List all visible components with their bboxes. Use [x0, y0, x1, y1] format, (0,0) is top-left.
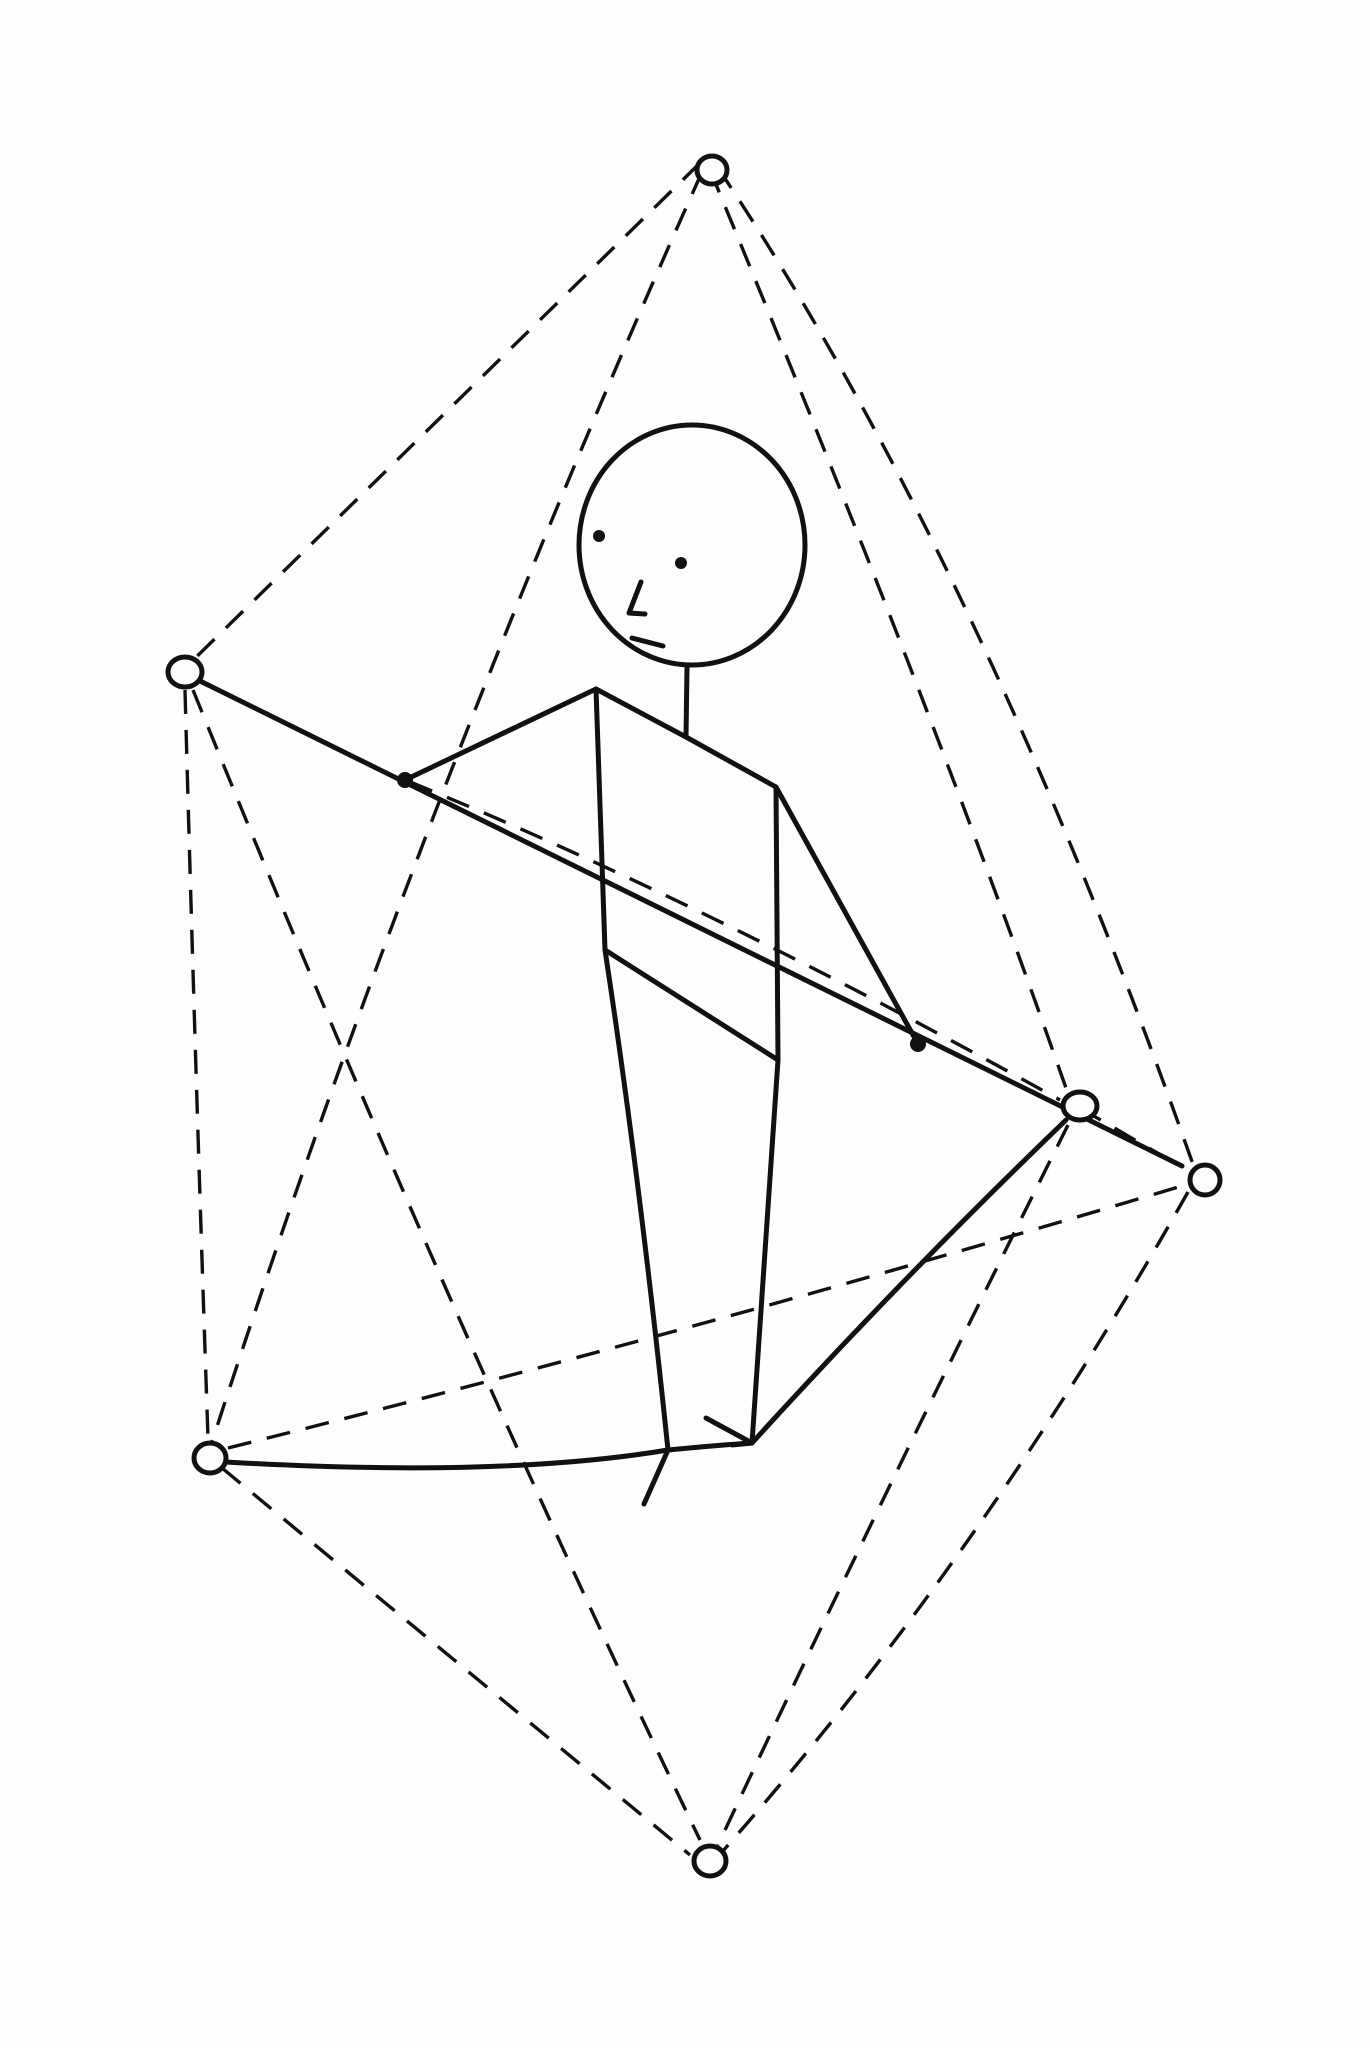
vertex-front-right	[1060, 1089, 1100, 1123]
figure-nose	[626, 579, 648, 617]
edge-left-back-left	[183, 689, 210, 1439]
figure-mouth	[629, 635, 666, 649]
edge-backleft-right	[227, 1183, 1186, 1450]
figure-left-leg	[602, 947, 671, 1507]
figure-right-leg	[749, 1057, 781, 1446]
octahedron-vertices	[165, 153, 1223, 1879]
figure-right-eye	[675, 557, 687, 569]
stick-figure	[193, 422, 1185, 1507]
figure-torso-outline	[593, 686, 781, 1063]
held-pole	[193, 676, 1185, 1169]
edge-frontright-bottom	[716, 1124, 1070, 1846]
figure-left-eye	[593, 530, 605, 542]
held-pole-dashed-underline	[409, 780, 1061, 1102]
strut-backleft-to-hip	[223, 1440, 755, 1471]
left-hand-joint	[397, 772, 413, 788]
edge-top-left	[181, 161, 702, 672]
vertex-right	[1187, 1162, 1223, 1198]
edge-left-bottom	[191, 689, 702, 1841]
right-hand-joint	[910, 1036, 926, 1052]
vertex-top	[694, 153, 730, 187]
figure-head	[576, 422, 808, 668]
edge-top-right	[716, 167, 1197, 1171]
octahedron-hidden-edges	[181, 161, 1197, 1857]
figure-left-arm	[402, 686, 599, 783]
vertex-left	[165, 654, 205, 690]
strut-frontright-to-foot	[749, 1117, 1069, 1446]
vertex-back-left	[191, 1440, 229, 1476]
vertex-bottom	[691, 1843, 729, 1879]
edge-backleft-bottom	[220, 1466, 692, 1857]
figure-right-arm	[773, 784, 921, 1047]
edge-right-bottom	[720, 1191, 1190, 1854]
edge-top-front-right	[708, 169, 1068, 1089]
edge-top-back-left	[210, 171, 704, 1443]
figure-neck	[683, 664, 690, 740]
